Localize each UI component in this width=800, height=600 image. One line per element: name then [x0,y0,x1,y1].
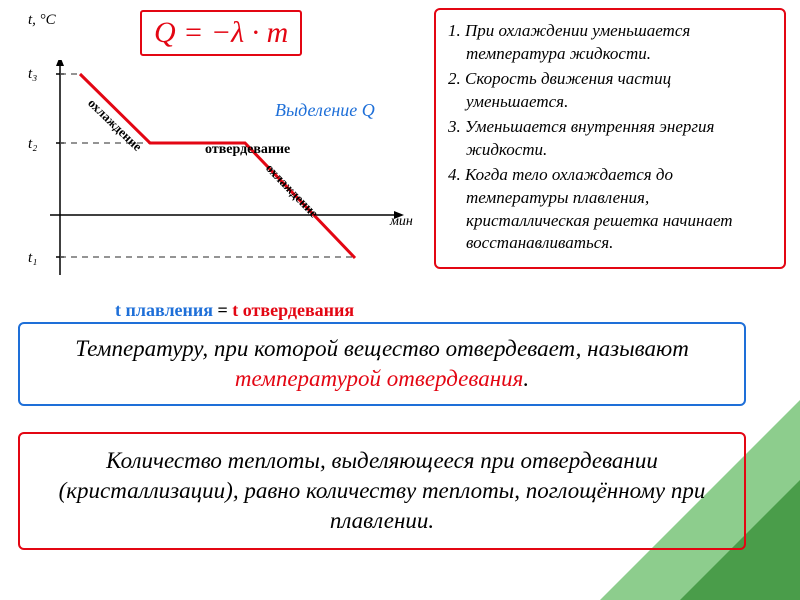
chart-svg [30,60,420,290]
def-post: . [523,366,529,391]
eq-sign: = [213,300,232,320]
note-4: 4. Когда тело охлаждается до температуры… [448,164,772,256]
heat-box: Количество теплоты, выделяющееся при отв… [18,432,746,550]
t-solidification: t отвердевания [232,300,354,320]
def-pre: Температуру, при которой вещество отверд… [75,336,689,361]
note-1: 1. При охлаждении уменьшается температур… [448,20,772,66]
label-solidification: отвердевание [205,142,290,158]
chart-area: t, °C t₃ t₂ t₁ мин охлаждение отвердеван… [10,10,430,315]
axis-y-label: t, °C [28,12,56,29]
notes-box: 1. При охлаждении уменьшается температур… [434,8,786,269]
label-emit-q: Выделение Q [275,100,375,121]
note-3: 3. Уменьшается внутренняя энергия жидкос… [448,116,772,162]
heat-text: Количество теплоты, выделяющееся при отв… [59,448,706,533]
def-highlight: температурой отвердевания [235,366,523,391]
melting-eq: t плавления = t отвердевания [115,300,354,321]
definition-box: Температуру, при которой вещество отверд… [18,322,746,406]
note-2: 2. Скорость движения частиц уменьшается. [448,68,772,114]
t-melting: t плавления [115,300,213,320]
